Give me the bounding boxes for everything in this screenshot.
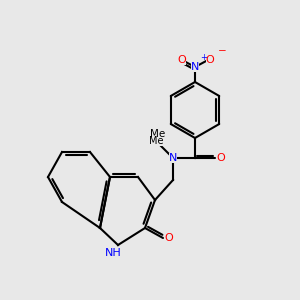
Text: O: O [206, 55, 214, 65]
Text: N: N [191, 62, 199, 72]
Text: NH: NH [105, 248, 122, 258]
Text: O: O [217, 153, 225, 163]
Text: O: O [178, 55, 186, 65]
Text: Me: Me [150, 129, 166, 139]
Text: +: + [200, 53, 207, 62]
Text: Me: Me [149, 136, 163, 146]
Text: N: N [169, 153, 177, 163]
Text: O: O [165, 233, 173, 243]
Text: −: − [218, 46, 227, 56]
